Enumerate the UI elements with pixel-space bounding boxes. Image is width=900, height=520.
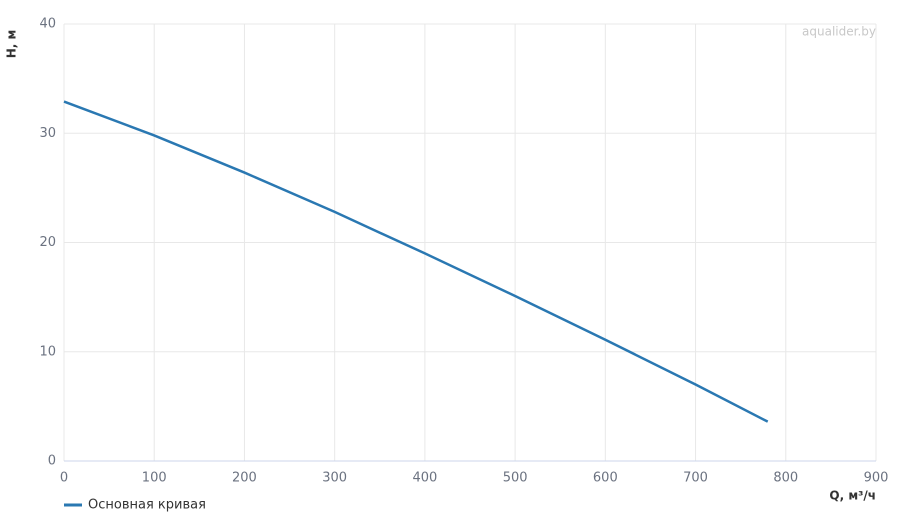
x-axis-title: Q, м³/ч: [829, 489, 876, 503]
legend-label: Основная кривая: [88, 498, 206, 513]
y-tick-label: 30: [39, 126, 56, 141]
y-tick-label: 40: [39, 17, 56, 32]
x-tick-label: 500: [503, 471, 528, 486]
watermark: aqualider.by: [802, 25, 876, 39]
x-tick-label: 0: [60, 471, 68, 486]
x-tick-label: 100: [142, 471, 167, 486]
x-tick-label: 800: [773, 471, 798, 486]
x-tick-label: 400: [412, 471, 437, 486]
x-tick-label: 900: [864, 471, 889, 486]
x-tick-label: 700: [683, 471, 708, 486]
y-tick-label: 10: [39, 344, 56, 359]
y-axis-title: H, м: [5, 30, 19, 59]
x-tick-label: 200: [232, 471, 257, 486]
curve: [63, 100, 769, 423]
y-tick-label: 0: [48, 454, 56, 469]
x-tick-label: 300: [322, 471, 347, 486]
y-tick-label: 20: [39, 235, 56, 250]
x-tick-label: 600: [593, 471, 618, 486]
